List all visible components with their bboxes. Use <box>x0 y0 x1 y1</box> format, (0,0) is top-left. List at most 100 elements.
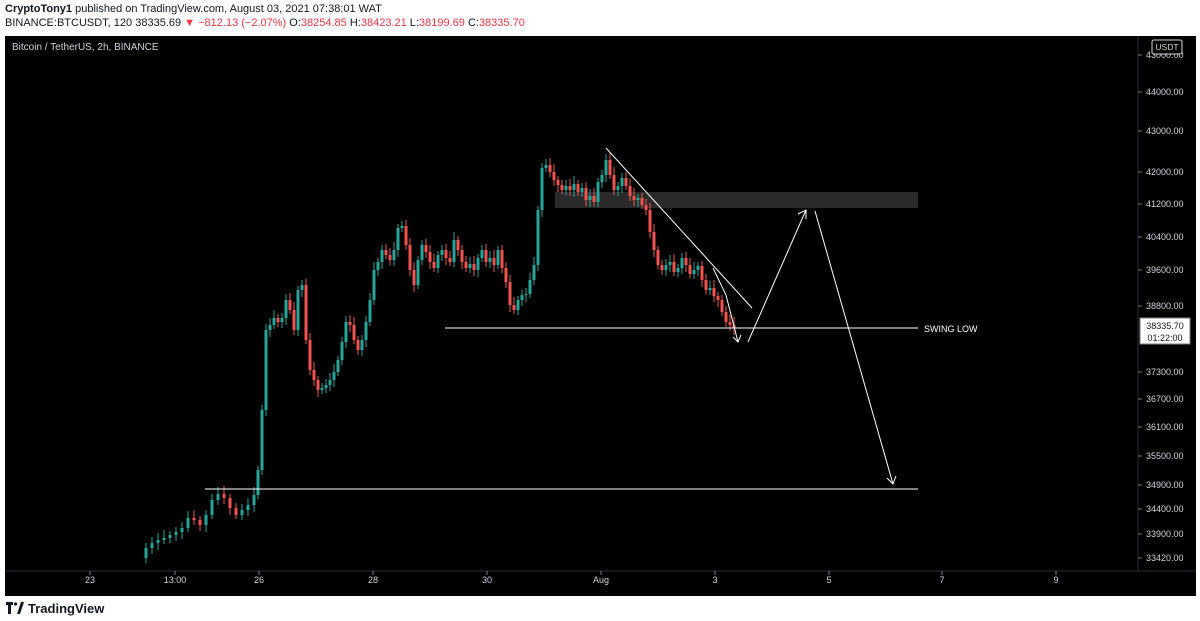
candle-body <box>428 252 432 262</box>
candle-body <box>496 250 500 265</box>
candle-body <box>344 322 348 342</box>
price-axis[interactable]: 43000.00 44000.00 43000.00 42000.00 41200.00… <box>1138 50 1184 563</box>
price-tick-label: 33900.00 <box>1146 529 1184 539</box>
candle-body <box>484 250 488 262</box>
author-name[interactable]: CryptoTony1 <box>5 3 73 15</box>
candle-body <box>156 540 160 543</box>
low-label: L: <box>409 17 419 29</box>
high-label: H: <box>349 17 361 29</box>
swing-low-label: SWING LOW <box>924 324 978 334</box>
symbol-title[interactable]: Bitcoin / TetherUS, 2h, BINANCE <box>12 42 159 53</box>
candle-body <box>228 498 232 508</box>
candle-body <box>384 250 388 255</box>
publish-line: CryptoTony1 published on TradingView.com… <box>5 3 382 15</box>
trend-line[interactable] <box>605 147 753 309</box>
down-arrow-path[interactable] <box>814 210 894 485</box>
candle-body <box>308 340 312 370</box>
high-value: 38423.21 <box>360 17 407 29</box>
candle-body <box>588 196 592 200</box>
candle-body <box>292 310 296 330</box>
candle-body <box>516 300 520 310</box>
candle-body <box>174 532 178 535</box>
candle-body <box>280 318 284 322</box>
price-tick-label: 36100.00 <box>1146 422 1184 432</box>
time-axis[interactable]: 23 13:00 26 28 30 Aug 3 5 7 9 <box>85 571 1059 585</box>
candle-body <box>616 186 620 190</box>
price-tick-label: 37300.00 <box>1146 367 1184 377</box>
time-tick-label: 23 <box>85 575 95 585</box>
candle-body <box>560 185 564 190</box>
candle-body <box>712 288 716 296</box>
close-value: 38335.70 <box>478 17 525 29</box>
candle-body <box>356 340 360 350</box>
price-tick-label: 33420.00 <box>1146 553 1184 563</box>
candle-body <box>408 245 412 270</box>
candle-body <box>600 175 604 182</box>
candlesticks <box>144 153 736 563</box>
candle-body <box>320 388 324 390</box>
price-tick-label: 36700.00 <box>1146 394 1184 404</box>
candle-body <box>368 300 372 322</box>
candle-body <box>664 265 668 270</box>
candle-body <box>388 255 392 260</box>
time-tick-label: 13:00 <box>164 575 187 585</box>
current-price-label: 38335.70 <box>1146 321 1184 331</box>
price-tick-label: 34400.00 <box>1146 504 1184 514</box>
candle-body <box>180 528 184 532</box>
last-price: 38335.69 <box>135 17 182 29</box>
candle-body <box>260 410 264 470</box>
candle-body <box>198 520 202 525</box>
candle-body <box>436 255 440 268</box>
candle-body <box>644 205 648 210</box>
candle-body <box>440 250 444 255</box>
currency-badge[interactable] <box>1151 39 1183 55</box>
candle-body <box>628 186 632 196</box>
candle-body <box>596 182 600 202</box>
candle-body <box>532 265 536 280</box>
candle-body <box>556 180 560 185</box>
candle-body <box>240 510 244 515</box>
supply-zone[interactable] <box>555 192 918 208</box>
candle-body <box>652 232 656 250</box>
price-tick-label: 43000.00 <box>1146 126 1184 136</box>
candle-body <box>648 210 652 232</box>
currency-badge-label: USDT <box>1155 42 1178 52</box>
candle-body <box>456 240 460 250</box>
price-tick-label: 40400.00 <box>1146 232 1184 242</box>
up-arrow-path[interactable] <box>747 209 807 343</box>
candle-body <box>192 518 196 520</box>
candle-body <box>376 262 380 270</box>
close-label: C: <box>467 17 479 29</box>
open-label: O: <box>289 17 301 29</box>
candle-body <box>636 198 640 200</box>
tradingview-brand: TradingView <box>28 600 105 616</box>
candle-body <box>520 295 524 300</box>
short-arrow-path[interactable] <box>712 267 739 343</box>
candle-body <box>186 518 190 528</box>
drawings[interactable]: SWING LOW <box>205 147 978 490</box>
candle-body <box>608 160 612 175</box>
candle-body <box>660 265 664 270</box>
time-tick-label: 26 <box>254 575 264 585</box>
price-tick-label: 34900.00 <box>1146 480 1184 490</box>
candle-body <box>688 265 692 274</box>
candle-body <box>696 266 700 270</box>
chart-pane[interactable] <box>5 36 1196 596</box>
up-arrow-head-icon <box>797 209 807 219</box>
candle-body <box>348 322 352 325</box>
open-value: 38254.85 <box>300 17 347 29</box>
tradingview-logo[interactable]: TradingView <box>6 600 104 616</box>
candle-body <box>256 470 260 495</box>
candle-body <box>700 266 704 280</box>
candle-body <box>296 290 300 330</box>
candle-body <box>708 288 712 290</box>
time-tick-label: 3 <box>712 575 717 585</box>
candle-body <box>268 325 272 330</box>
candle-body <box>720 300 724 312</box>
candle-body <box>580 188 584 192</box>
candle-body <box>500 250 504 268</box>
candle-body <box>692 270 696 274</box>
candle-body <box>592 196 596 202</box>
candle-body <box>168 535 172 538</box>
